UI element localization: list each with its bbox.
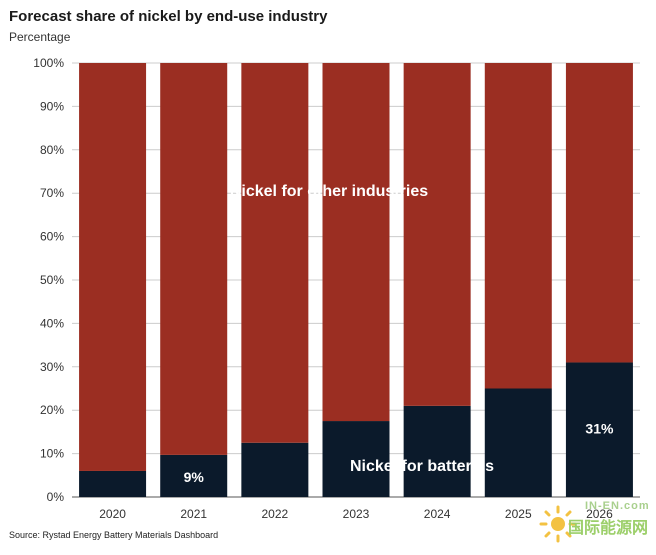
sun-logo-icon	[539, 505, 577, 543]
y-tick-label: 50%	[40, 273, 64, 287]
bar-batteries-2021	[160, 454, 228, 497]
bar-other-2022	[241, 63, 309, 443]
bar-other-2021	[160, 63, 228, 455]
y-tick-label: 60%	[40, 230, 64, 244]
x-tick-label: 2023	[343, 507, 370, 521]
y-tick-label: 0%	[47, 490, 65, 504]
watermark-logo: IN-EN.com 国际能源网	[530, 500, 650, 550]
bars	[79, 63, 633, 497]
chart-title: Forecast share of nickel by end-use indu…	[9, 8, 328, 25]
x-axis-labels: 2020 2021 2022 2023 2024 2025 2026	[99, 507, 613, 521]
y-tick-label: 20%	[40, 403, 64, 417]
bar-other-2024	[403, 63, 471, 406]
bar-batteries-2026	[565, 362, 633, 497]
y-tick-label: 80%	[40, 143, 64, 157]
x-tick-label: 2026	[586, 507, 613, 521]
x-tick-label: 2022	[262, 507, 289, 521]
y-axis-ticks: 0% 10% 20% 30% 40% 50% 60% 70% 80% 90% 100%	[33, 56, 64, 504]
data-label-2026: 31%	[585, 420, 614, 436]
x-tick-label: 2025	[505, 507, 532, 521]
bar-other-2023	[322, 63, 390, 422]
annotations: Nickel for other industries Nickel for b…	[230, 183, 494, 475]
y-tick-label: 10%	[40, 447, 64, 461]
annotation-batteries: Nickel for batteries	[350, 458, 494, 475]
bar-other-2026	[565, 63, 633, 363]
y-tick-label: 100%	[33, 56, 64, 70]
bar-batteries-2022	[241, 442, 309, 497]
bar-other-2020	[79, 63, 147, 471]
data-labels: 9% 31%	[184, 420, 614, 484]
chart-subtitle: Percentage	[9, 30, 71, 44]
y-tick-label: 40%	[40, 316, 64, 330]
x-tick-label: 2024	[424, 507, 451, 521]
x-tick-label: 2020	[99, 507, 126, 521]
bar-batteries-2023	[322, 421, 390, 497]
watermark-top-text: IN-EN.com	[585, 500, 650, 512]
y-tick-label: 70%	[40, 186, 64, 200]
bar-batteries-2024	[403, 405, 471, 497]
y-tick-label: 90%	[40, 99, 64, 113]
watermark-bottom-text: 国际能源网	[568, 520, 649, 537]
y-tick-label: 30%	[40, 360, 64, 374]
bar-batteries-2025	[484, 388, 552, 497]
annotation-other-industries: Nickel for other industries	[230, 183, 428, 200]
data-label-2021: 9%	[184, 469, 205, 485]
bar-other-2025	[484, 63, 552, 389]
x-tick-label: 2021	[180, 507, 207, 521]
bar-batteries-2020	[79, 470, 147, 497]
source-note: Source: Rystad Energy Battery Materials …	[9, 530, 219, 540]
